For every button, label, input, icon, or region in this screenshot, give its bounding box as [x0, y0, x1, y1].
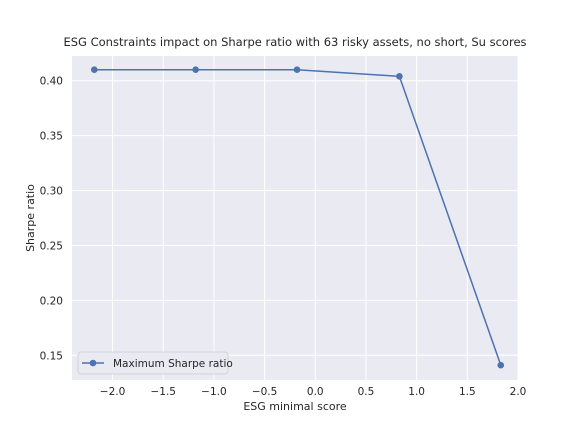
data-point [396, 73, 403, 80]
series-layer [91, 66, 505, 369]
grid [72, 56, 519, 380]
x-tick-label: 2.0 [510, 386, 527, 398]
x-tick-label: −1.0 [201, 386, 227, 398]
y-axis-label: Sharpe ratio [24, 184, 37, 252]
x-axis-label: ESG minimal score [243, 400, 347, 413]
y-tick-label: 0.20 [40, 295, 63, 307]
legend-entry-label: Maximum Sharpe ratio [113, 358, 233, 370]
x-tick-label: 1.0 [408, 386, 425, 398]
y-tick-label: 0.30 [40, 186, 63, 198]
x-tick-label: 1.5 [459, 386, 476, 398]
x-axis-ticks: −2.0 −1.5 −1.0 −0.5 0.0 0.5 1.0 1.5 2.0 [100, 386, 527, 398]
data-point [91, 66, 98, 74]
data-point [497, 361, 505, 369]
y-tick-label: 0.15 [40, 350, 63, 362]
legend-box [77, 351, 229, 375]
y-tick-label: 0.35 [40, 131, 63, 143]
x-tick-label: −2.0 [100, 386, 126, 398]
chart-title: ESG Constraints impact on Sharpe ratio w… [63, 35, 526, 49]
x-tick-label: −0.5 [252, 386, 278, 398]
y-tick-label: 0.40 [40, 76, 63, 88]
data-point [293, 66, 301, 74]
legend: Maximum Sharpe ratio [77, 351, 233, 375]
y-axis-ticks: 0.15 0.20 0.25 0.30 0.35 0.40 [40, 76, 63, 363]
x-tick-label: 0.0 [307, 386, 324, 398]
x-tick-label: 0.5 [358, 386, 375, 398]
y-tick-label: 0.25 [40, 240, 63, 252]
data-point [192, 66, 199, 74]
x-tick-label: −1.5 [150, 386, 176, 398]
plot-area [72, 56, 518, 380]
legend-marker-icon [89, 359, 97, 367]
